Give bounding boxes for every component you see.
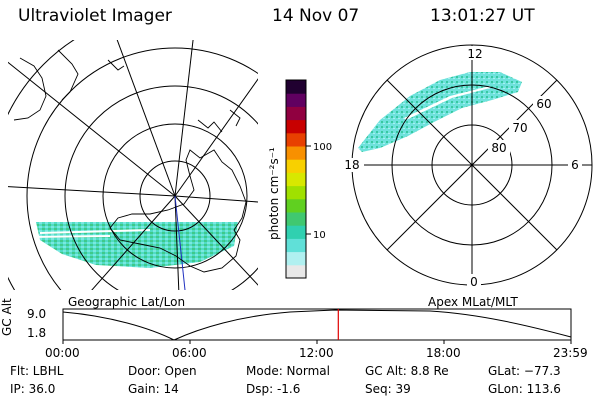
- filter-info: Flt: LBHL: [10, 364, 64, 378]
- colorbar-segment: [286, 251, 306, 266]
- colorbar-segment: [286, 106, 306, 121]
- lat-label-70: 70: [512, 121, 527, 135]
- colorbar-segment: [286, 80, 306, 94]
- instrument-title: Ultraviolet Imager: [18, 6, 172, 26]
- colorbar-segment: [286, 119, 306, 134]
- colorbar-segment: [286, 185, 306, 200]
- altitude-plot-frame: [62, 308, 572, 341]
- colorbar-tick-100: 100: [313, 142, 332, 153]
- colorbar-segment: [286, 264, 306, 279]
- mlt-label-18: 18: [344, 158, 359, 172]
- x-tick-2359: 23:59: [553, 346, 588, 360]
- mlt-label-12: 12: [467, 47, 482, 61]
- colorbar-segment: [286, 238, 306, 253]
- x-tick-0600: 06:00: [172, 346, 207, 360]
- geographic-label: Geographic Lat/Lon: [68, 295, 186, 309]
- mlt-label-0: 0: [470, 275, 478, 289]
- glat-info: GLat: −77.3: [488, 364, 561, 378]
- altitude-curve: [62, 309, 572, 341]
- gc-alt-info: GC Alt: 8.8 Re: [365, 364, 449, 378]
- left-aurora-swath: [36, 222, 238, 268]
- dsp-info: Dsp: -1.6: [246, 382, 301, 396]
- x-tick-1800: 18:00: [426, 346, 461, 360]
- colorbar: [286, 80, 306, 279]
- lat-label-80: 80: [491, 141, 506, 155]
- gain-info: Gain: 14: [128, 382, 179, 396]
- x-tick-1200: 12:00: [299, 346, 334, 360]
- geographic-map: [8, 40, 258, 290]
- altitude-ylabel: GC Alt: [0, 298, 14, 336]
- colorbar-segment: [286, 212, 306, 226]
- colorbar-tick-10: 10: [313, 230, 326, 241]
- time-label: 13:01:27 UT: [430, 6, 535, 26]
- mode-info: Mode: Normal: [246, 364, 330, 378]
- colorbar-segment: [286, 146, 306, 160]
- colorbar-segment: [286, 159, 306, 173]
- lat-label-60: 60: [536, 97, 551, 111]
- x-tick-0000: 00:00: [45, 346, 80, 360]
- magnetic-map: [351, 44, 593, 286]
- colorbar-segment: [286, 132, 306, 147]
- colorbar-segment: [286, 93, 306, 107]
- altitude-ytick-low: 1.8: [27, 326, 47, 340]
- colorbar-segment: [286, 198, 306, 213]
- date-label: 14 Nov 07: [272, 6, 360, 26]
- altitude-ytick-high: 9.0: [27, 307, 47, 321]
- colorbar-segment: [286, 172, 306, 187]
- apex-label: Apex MLat/MLT: [428, 295, 518, 309]
- door-info: Door: Open: [128, 364, 197, 378]
- glon-info: GLon: 113.6: [488, 382, 561, 396]
- colorbar-segment: [286, 225, 306, 239]
- seq-info: Seq: 39: [365, 382, 411, 396]
- ip-info: IP: 36.0: [10, 382, 56, 396]
- mlt-label-6: 6: [571, 158, 579, 172]
- colorbar-unit-label: photon cm⁻²s⁻¹: [267, 147, 281, 240]
